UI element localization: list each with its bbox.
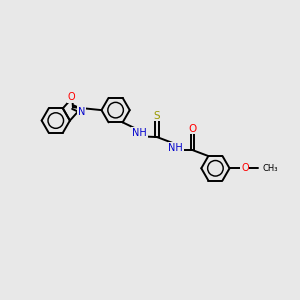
Text: N: N bbox=[78, 106, 85, 116]
Text: O: O bbox=[68, 92, 76, 102]
Text: O: O bbox=[241, 163, 249, 173]
Text: S: S bbox=[154, 111, 160, 121]
Text: CH₃: CH₃ bbox=[262, 164, 278, 173]
Text: NH: NH bbox=[168, 143, 183, 153]
Text: O: O bbox=[188, 124, 196, 134]
Text: NH: NH bbox=[132, 128, 147, 138]
